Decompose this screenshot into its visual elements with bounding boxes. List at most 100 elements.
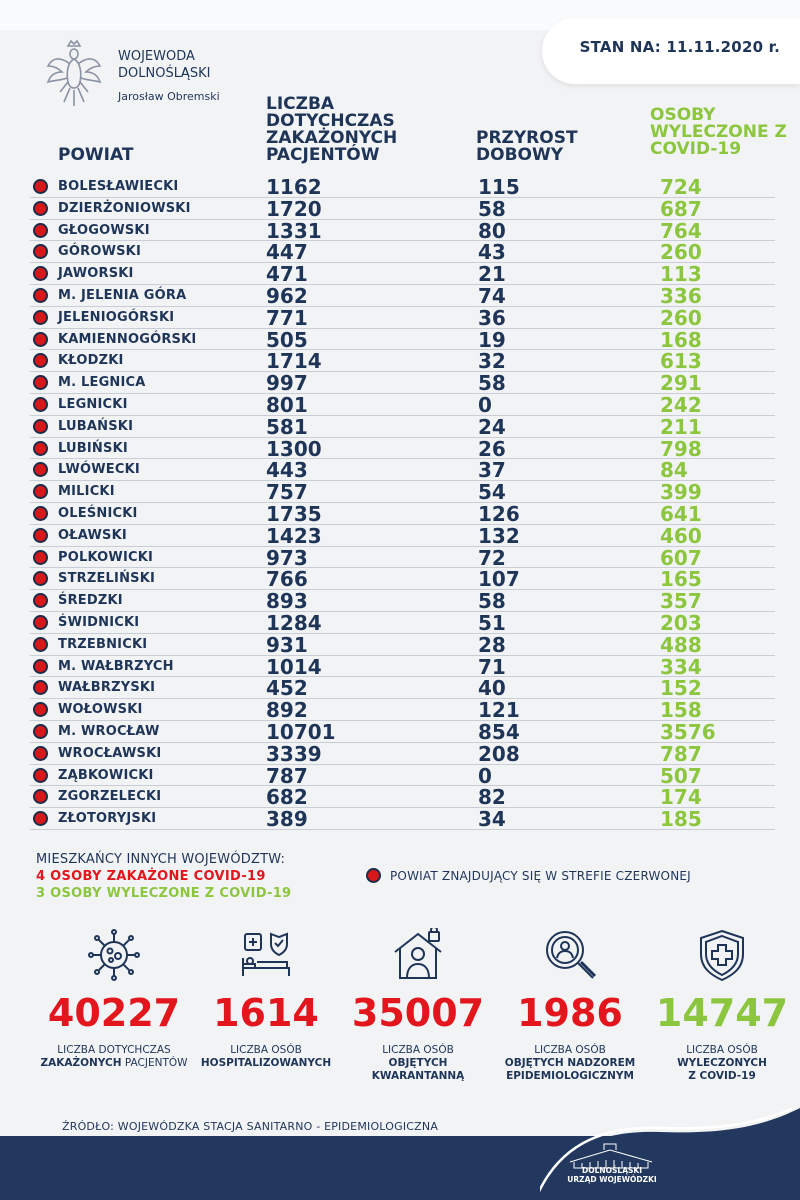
- district-name: LUBIŃSKI: [58, 440, 128, 456]
- shield-cross-icon: [700, 929, 744, 982]
- table-row: POLKOWICKI 973 72 607: [30, 547, 775, 569]
- table-row: M. JELENIA GÓRA 962 74 336: [30, 285, 775, 307]
- growth-value: 32: [478, 349, 506, 374]
- district-name: JELENIOGÓRSKI: [58, 309, 175, 325]
- red-zone-dot: [33, 179, 48, 194]
- cases-value: 787: [266, 763, 308, 788]
- table-row: LUBIŃSKI 1300 26 798: [30, 438, 775, 460]
- source-note: ŹRÓDŁO: WOJEWÓDZKA STACJA SANITARNO - EP…: [62, 1120, 439, 1133]
- district-name: M. LEGNICA: [58, 375, 146, 391]
- recovered-value: 787: [660, 741, 702, 766]
- growth-value: 82: [478, 785, 506, 810]
- growth-value: 854: [478, 719, 520, 744]
- growth-value: 58: [478, 371, 506, 396]
- district-name: WAŁBRZYSKI: [58, 680, 156, 696]
- red-zone-dot: [33, 614, 48, 630]
- growth-value: 28: [478, 632, 506, 657]
- table-row: GÓROWSKI 447 43 260: [30, 241, 775, 263]
- eagle-emblem-icon: [46, 39, 102, 106]
- stat-value-infected: 40227: [47, 991, 181, 1035]
- office-line-2: DOLNOŚLĄSKI: [118, 66, 211, 81]
- recovered-value: 336: [660, 283, 702, 308]
- table-row: ZGORZELECKI 682 82 174: [30, 786, 775, 808]
- table-row: WAŁBRZYSKI 452 40 152: [30, 677, 775, 699]
- growth-value: 58: [478, 589, 506, 614]
- growth-value: 43: [478, 240, 506, 265]
- recovered-value: 260: [660, 240, 702, 265]
- recovered-value: 158: [660, 698, 702, 723]
- cases-value: 581: [266, 414, 308, 439]
- cases-value: 1714: [266, 349, 322, 374]
- recovered-value: 334: [660, 654, 702, 679]
- cases-value: 771: [266, 305, 308, 330]
- growth-value: 0: [478, 763, 492, 788]
- growth-value: 132: [478, 523, 520, 548]
- table-row: STRZELIŃSKI 766 107 165: [30, 568, 775, 590]
- recovered-value: 185: [660, 807, 702, 832]
- red-zone-dot: [33, 331, 48, 347]
- red-zone-dot: [33, 702, 48, 718]
- table-row: BOLESŁAWIECKI 1162 115 724: [30, 176, 775, 198]
- growth-value: 71: [478, 654, 506, 679]
- table-row: DZIERŻONIOWSKI 1720 58 687: [30, 198, 775, 220]
- recovered-value: 152: [660, 676, 702, 701]
- cases-value: 471: [266, 262, 308, 287]
- stat-value-surveillance: 1986: [517, 991, 623, 1035]
- red-zone-legend-dot: [366, 868, 381, 883]
- table-row: ZŁOTORYJSKI 389 34 185: [30, 808, 775, 830]
- red-zone-dot: [33, 266, 48, 282]
- district-name: TRZEBNICKI: [58, 636, 148, 652]
- cases-value: 1720: [266, 196, 322, 221]
- date-tab: [542, 18, 800, 84]
- red-zone-dot: [33, 244, 48, 260]
- district-name: LWÓWECKI: [58, 462, 140, 478]
- table-row: M. LEGNICA 997 58 291: [30, 372, 775, 394]
- stat-total-infected: 40227 LICZBA DOTYCHCZAS ZAKAŻONYCH PACJE…: [34, 928, 194, 1070]
- red-zone-dot: [33, 462, 48, 478]
- stat-value-recovered: 14747: [655, 991, 789, 1035]
- recovered-value: 798: [660, 436, 702, 461]
- stat-label-quarantine: LICZBA OSÓB OBJĘTYCH KWARANTANNĄ: [371, 1044, 465, 1082]
- hospital-bed-icon: [242, 932, 290, 976]
- growth-value: 37: [478, 458, 506, 483]
- recovered-value: 211: [660, 414, 702, 439]
- cases-value: 1300: [266, 436, 322, 461]
- district-name: GÓROWSKI: [58, 244, 141, 260]
- red-zone-dot: [33, 571, 48, 587]
- cases-value: 931: [266, 632, 308, 657]
- stat-surveillance: 1986 LICZBA OSÓB OBJĘTYCH NADZOREM EPIDE…: [490, 928, 650, 1083]
- table-row: WOŁOWSKI 892 121 158: [30, 699, 775, 721]
- cases-value: 1735: [266, 501, 322, 526]
- footer-wave: [540, 1108, 800, 1200]
- stat-label-recovered: LICZBA OSÓB WYLECZONYCH Z COVID-19: [677, 1044, 767, 1082]
- district-name: WROCŁAWSKI: [58, 745, 162, 761]
- district-name: GŁOGOWSKI: [58, 222, 150, 238]
- recovered-value: 165: [660, 567, 702, 592]
- recovered-value: 724: [660, 175, 702, 199]
- red-zone-dot: [33, 636, 48, 652]
- district-name: JAWORSKI: [58, 266, 134, 282]
- red-zone-dot: [33, 353, 48, 369]
- red-zone-dot: [33, 287, 48, 303]
- red-zone-dot: [33, 593, 48, 609]
- other-voivodeships-heading: MIESZKAŃCY INNYCH WOJEWÓDZTW:: [36, 852, 286, 867]
- district-name: KŁODZKI: [58, 353, 124, 369]
- cases-value: 973: [266, 545, 308, 570]
- table-row: M. WAŁBRZYCH 1014 71 334: [30, 656, 775, 678]
- district-name: M. WAŁBRZYCH: [58, 658, 174, 674]
- recovered-value: 84: [660, 458, 688, 483]
- growth-value: 107: [478, 567, 520, 592]
- column-header-recovered: OSOBY WYLECZONE Z COVID-19: [650, 105, 787, 159]
- district-name: ŚREDZKI: [58, 593, 123, 609]
- district-name: M. JELENIA GÓRA: [58, 287, 187, 303]
- growth-value: 80: [478, 218, 506, 243]
- district-name: POLKOWICKI: [58, 549, 154, 565]
- red-zone-dot: [33, 396, 48, 412]
- district-name: OŁAWSKI: [58, 527, 127, 543]
- red-zone-dot: [33, 767, 48, 783]
- growth-value: 126: [478, 501, 520, 526]
- growth-value: 54: [478, 480, 506, 505]
- red-zone-dot: [33, 418, 48, 434]
- district-name: WOŁOWSKI: [58, 702, 143, 718]
- cases-value: 757: [266, 480, 308, 505]
